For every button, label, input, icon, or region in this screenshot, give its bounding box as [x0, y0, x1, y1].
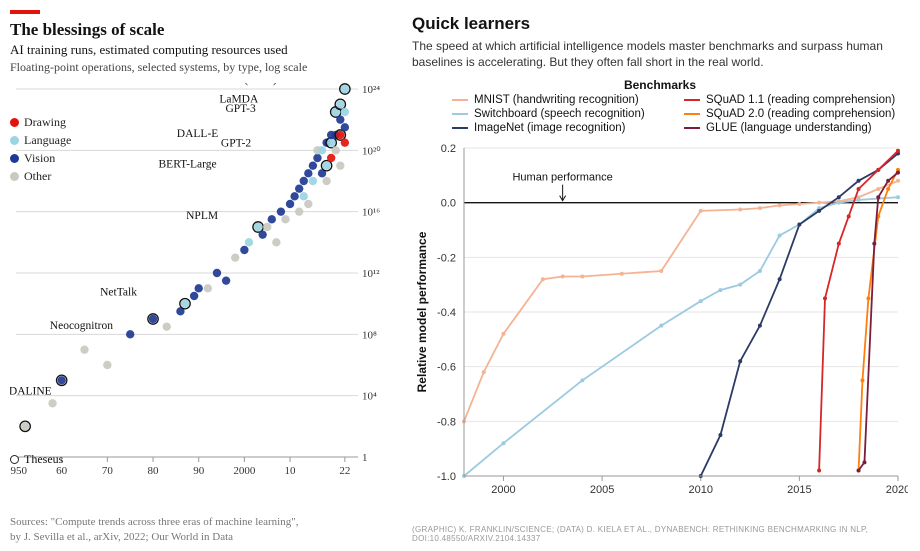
svg-text:2000: 2000	[233, 465, 256, 477]
line-chart: -1.0 -0.8 -0.6 -0.4 -0.2 0.0 0.2 2000 2005 2010 20…	[412, 140, 908, 500]
bench-legend-item: Switchboard (speech recognition)	[452, 108, 666, 120]
svg-text:80: 80	[148, 465, 160, 477]
svg-text:ADALINE: ADALINE	[10, 385, 52, 397]
right-title: Quick learners	[412, 14, 908, 34]
left-title: The blessings of scale	[10, 20, 392, 40]
bench-swatch	[452, 99, 468, 101]
right-chart-panel: Quick learners The speed at which artifi…	[400, 0, 920, 551]
svg-text:2010: 2010	[688, 484, 712, 496]
bench-swatch	[684, 99, 700, 101]
svg-text:GPT-2: GPT-2	[221, 138, 251, 150]
right-source: (GRAPHIC) K. FRANKLIN/SCIENCE; (DATA) D.…	[412, 525, 908, 543]
left-sources: Sources: "Compute trends across three er…	[10, 515, 310, 545]
theseus-legend: Theseus	[10, 452, 63, 467]
svg-text:PaLM (540B): PaLM (540B)	[213, 83, 277, 86]
svg-text:-1.0: -1.0	[437, 471, 456, 483]
svg-text:-0.6: -0.6	[437, 362, 456, 374]
legend-dot-other	[10, 172, 19, 181]
svg-text:10¹²: 10¹²	[362, 268, 380, 280]
bench-legend-item: GLUE (language understanding)	[684, 122, 898, 134]
ring-icon	[10, 455, 19, 464]
right-subtitle: The speed at which artificial intelligen…	[412, 38, 908, 70]
legend-dot-vision	[10, 154, 19, 163]
svg-text:22: 22	[339, 465, 350, 477]
svg-text:-0.2: -0.2	[437, 253, 456, 265]
left-axis-label: Floating-point operations, selected syst…	[10, 60, 392, 75]
svg-text:-0.8: -0.8	[437, 417, 456, 429]
svg-text:Neocognitron: Neocognitron	[50, 320, 113, 332]
svg-text:2015: 2015	[787, 484, 811, 496]
svg-text:2005: 2005	[590, 484, 614, 496]
bench-swatch	[452, 113, 468, 115]
svg-text:10⁸: 10⁸	[362, 329, 377, 341]
svg-text:0.2: 0.2	[441, 143, 456, 155]
benchmarks-legend: MNIST (handwriting recognition) SQuAD 1.1…	[412, 94, 908, 140]
svg-text:0.0: 0.0	[441, 198, 456, 210]
svg-text:DALL-E: DALL-E	[177, 128, 219, 140]
benchmarks-title: Benchmarks	[412, 78, 908, 92]
legend-dot-language	[10, 136, 19, 145]
svg-text:2000: 2000	[491, 484, 515, 496]
bench-swatch	[684, 127, 700, 129]
svg-text:2020: 2020	[886, 484, 908, 496]
svg-text:10⁴: 10⁴	[362, 391, 377, 403]
svg-text:1: 1	[362, 452, 368, 464]
left-subtitle: AI training runs, estimated computing re…	[10, 42, 392, 58]
svg-text:Human performance: Human performance	[512, 172, 612, 184]
svg-text:Relative model performance: Relative model performance	[415, 232, 429, 393]
svg-text:GPT-3: GPT-3	[225, 103, 255, 115]
svg-text:90: 90	[193, 465, 205, 477]
left-chart-panel: The blessings of scale AI training runs,…	[0, 0, 400, 551]
bench-legend-item: ImageNet (image recognition)	[452, 122, 666, 134]
bench-legend-item: MNIST (handwriting recognition)	[452, 94, 666, 106]
svg-text:10¹⁶: 10¹⁶	[362, 207, 380, 219]
svg-text:NetTalk: NetTalk	[100, 287, 137, 299]
svg-text:10²⁴: 10²⁴	[362, 84, 380, 96]
bench-swatch	[452, 127, 468, 129]
accent-bar	[10, 10, 40, 14]
svg-text:10: 10	[285, 465, 297, 477]
svg-text:10²⁰: 10²⁰	[362, 145, 381, 157]
bench-swatch	[684, 113, 700, 115]
bench-legend-item: SQuAD 1.1 (reading comprehension)	[684, 94, 898, 106]
svg-text:70: 70	[102, 465, 114, 477]
bench-legend-item: SQuAD 2.0 (reading comprehension)	[684, 108, 898, 120]
svg-text:BERT-Large: BERT-Large	[159, 159, 217, 171]
legend-dot-drawing	[10, 118, 19, 127]
left-legend: Drawing Language Vision Other	[10, 115, 71, 187]
svg-text:-0.4: -0.4	[437, 307, 456, 319]
svg-text:NPLM: NPLM	[186, 210, 218, 222]
